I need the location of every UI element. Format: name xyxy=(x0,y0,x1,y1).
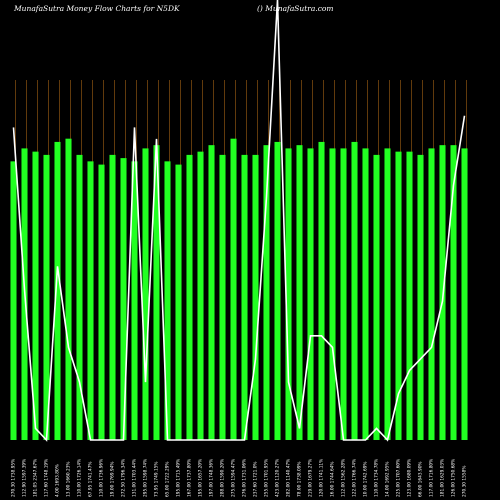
bar xyxy=(142,148,149,440)
bar xyxy=(98,164,105,440)
x-tick-label: 123.00 1680.09% xyxy=(407,459,413,497)
x-tick-label: 67.95 1741.47% xyxy=(88,461,94,497)
bar xyxy=(351,141,358,441)
x-tick-label: 112.00 1562.28% xyxy=(341,459,347,497)
bar xyxy=(175,164,182,440)
x-tick-label: 126.00 1750.68% xyxy=(451,459,457,497)
bar xyxy=(373,154,380,440)
bar xyxy=(109,154,116,440)
x-tick-label: 13.00 1660.23% xyxy=(66,461,72,497)
x-tick-label: 195.00 1657.20% xyxy=(198,459,204,497)
x-tick-label: 181.05 2347.67% xyxy=(33,459,39,497)
x-tick-label: 65.00 1722.29% xyxy=(165,461,171,497)
x-tick-label: 255.00 1701.95% xyxy=(264,459,270,497)
x-tick-label: 270.30 1558% xyxy=(462,466,468,497)
x-tick-label: 197.00 1748.36% xyxy=(209,459,215,497)
bar xyxy=(241,154,248,440)
bar xyxy=(32,151,39,440)
x-tick-label: 270.30 1738.95% xyxy=(11,459,17,497)
x-tick-label: 237.60 1721.0% xyxy=(253,461,259,497)
x-tick-label: 282.00 1140.47% xyxy=(286,459,292,497)
x-tick-label: 195.00 1715.49% xyxy=(176,459,182,497)
chart-title: MunafaSutra Money Flow Charts for N5DK xyxy=(14,4,180,13)
x-tick-label: 225.00 1707.60% xyxy=(396,459,402,497)
bar xyxy=(296,145,303,440)
bar xyxy=(307,148,314,440)
bar xyxy=(274,141,281,441)
bar xyxy=(318,141,325,441)
bar xyxy=(65,138,72,440)
bar xyxy=(208,145,215,440)
bar xyxy=(164,161,171,441)
x-tick-label: 288.00 1590.20% xyxy=(220,459,226,497)
bar xyxy=(120,158,127,440)
bar xyxy=(406,151,413,440)
x-tick-label: 66.00 1643.90% xyxy=(418,461,424,497)
x-tick-label: 16.00 1744.64% xyxy=(330,461,336,497)
x-tick-label: 120.00 1741.11% xyxy=(319,459,325,497)
bar xyxy=(340,148,347,440)
bar xyxy=(450,145,457,440)
x-tick-label: 110.00 1726.14% xyxy=(77,459,83,497)
bar xyxy=(362,148,369,440)
bar xyxy=(43,154,50,440)
bar xyxy=(384,148,391,440)
bar xyxy=(417,154,424,440)
bar xyxy=(197,151,204,440)
bar xyxy=(230,138,237,440)
bar xyxy=(263,145,270,440)
bar xyxy=(285,148,292,440)
bar xyxy=(10,161,17,441)
bar xyxy=(461,148,468,440)
x-tick-label: 272.50 1796.34% xyxy=(121,459,127,497)
x-tick-label: 219.00 1679.27% xyxy=(308,459,314,497)
x-tick-label: 295.00 1598.74% xyxy=(143,459,149,497)
site-credit: () MunafaSutra.com xyxy=(257,4,334,13)
x-tick-label: 117.00 1716.80% xyxy=(429,459,435,497)
x-tick-label: 110.00 1734.78% xyxy=(374,459,380,497)
x-tick-label: 275.00 1594.47% xyxy=(231,459,237,497)
x-tick-label: 10.00 1742.69% xyxy=(363,461,369,497)
price-line xyxy=(12,0,466,442)
x-tick-label: 14.00 1692.95% xyxy=(385,461,391,497)
bar xyxy=(219,154,226,440)
x-tick-label: 122.00 1766.74% xyxy=(352,459,358,497)
bar xyxy=(329,148,336,440)
x-tick-label: 112.90 1597.39% xyxy=(22,459,28,497)
bar xyxy=(186,154,193,440)
x-tick-label: 117.60 1748.19% xyxy=(44,459,50,497)
bar xyxy=(252,154,259,440)
x-tick-label: 181.00 1629.03% xyxy=(440,459,446,497)
x-tick-label: 167.00 1737.80% xyxy=(187,459,193,497)
bar xyxy=(439,145,446,440)
x-tick-label: 276.00 1731.06% xyxy=(242,459,248,497)
x-tick-label: 131.00 1703.44% xyxy=(132,459,138,497)
bar xyxy=(54,141,61,441)
bar xyxy=(87,161,94,441)
x-tick-label: 73.95 1749.15% xyxy=(154,461,160,497)
bar xyxy=(131,161,138,441)
bar xyxy=(153,145,160,440)
x-tick-label: 423.00 1120.27% xyxy=(275,459,281,497)
x-tick-label: 110.00 1736.96% xyxy=(99,459,105,497)
bar xyxy=(395,151,402,440)
bar xyxy=(76,154,83,440)
x-tick-label: 19.00 1769.94% xyxy=(110,461,116,497)
bar xyxy=(428,148,435,440)
x-tick-label: 4.00 1693.80% xyxy=(55,464,61,497)
x-tick-label: 78.00 1738.09% xyxy=(297,461,303,497)
